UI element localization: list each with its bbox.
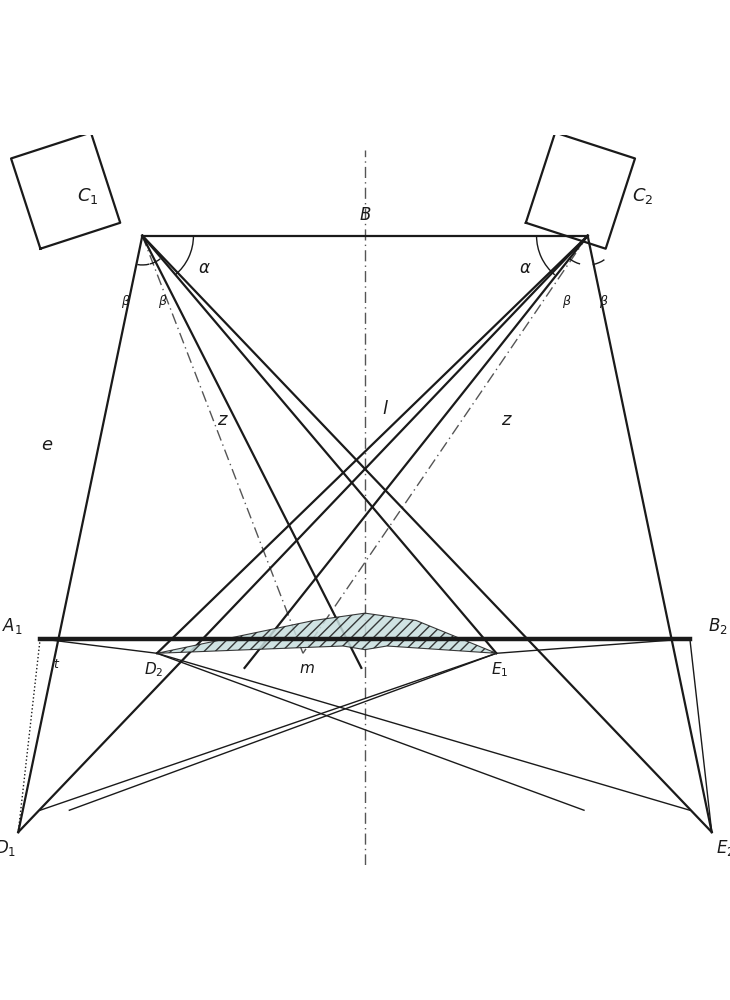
Text: $z$: $z$ bbox=[502, 411, 513, 429]
Text: $B_2$: $B_2$ bbox=[708, 616, 727, 636]
Text: $\beta$: $\beta$ bbox=[158, 293, 168, 310]
Text: $\alpha$: $\alpha$ bbox=[519, 260, 532, 277]
Text: $E_1$: $E_1$ bbox=[491, 660, 509, 679]
Text: $l$: $l$ bbox=[382, 400, 389, 418]
Text: $\beta$: $\beta$ bbox=[562, 293, 572, 310]
Text: $m$: $m$ bbox=[299, 662, 315, 676]
Text: $E_2$: $E_2$ bbox=[715, 838, 730, 858]
Text: $D_1$: $D_1$ bbox=[0, 838, 16, 858]
Text: $C_1$: $C_1$ bbox=[77, 186, 99, 206]
Text: $e$: $e$ bbox=[42, 436, 53, 454]
Text: $\beta$: $\beta$ bbox=[599, 293, 609, 310]
Text: $\alpha$: $\alpha$ bbox=[198, 260, 211, 277]
Text: $D_2$: $D_2$ bbox=[144, 660, 163, 679]
Text: $z$: $z$ bbox=[217, 411, 228, 429]
Text: $A_1$: $A_1$ bbox=[2, 616, 23, 636]
Text: $\beta$: $\beta$ bbox=[121, 293, 131, 310]
Text: $C_2$: $C_2$ bbox=[631, 186, 653, 206]
Text: $t$: $t$ bbox=[53, 658, 60, 671]
Polygon shape bbox=[157, 613, 496, 653]
Text: $B$: $B$ bbox=[359, 207, 371, 224]
